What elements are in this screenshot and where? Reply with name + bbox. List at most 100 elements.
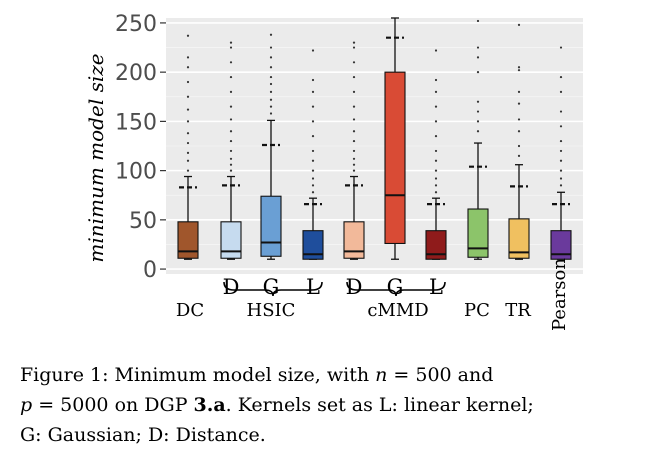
outlier-point bbox=[476, 130, 480, 133]
outlier-point bbox=[311, 135, 315, 138]
outlier-point bbox=[269, 82, 273, 86]
box-iqr bbox=[302, 230, 324, 260]
box-hsic-d bbox=[220, 41, 242, 260]
y-tick-label: 100 bbox=[115, 160, 157, 185]
box-hsic-l bbox=[302, 49, 324, 260]
outlier-point bbox=[434, 177, 438, 180]
outlier-point bbox=[229, 90, 233, 93]
outlier-point bbox=[517, 144, 521, 148]
outlier-point bbox=[311, 78, 315, 82]
outlier-point bbox=[229, 41, 233, 44]
outlier-point bbox=[352, 105, 356, 108]
outlier-point bbox=[186, 151, 190, 154]
outlier-point bbox=[559, 177, 563, 180]
outlier-point bbox=[434, 78, 438, 82]
outlier-point bbox=[311, 177, 315, 180]
outlier-point bbox=[476, 110, 480, 113]
outlier-point bbox=[269, 75, 273, 79]
outlier-point bbox=[517, 118, 521, 121]
outlier-point bbox=[434, 135, 438, 138]
outlier-point bbox=[434, 159, 438, 162]
outlier-point bbox=[269, 66, 273, 69]
outlier-point bbox=[517, 130, 521, 133]
outlier-point bbox=[311, 149, 315, 153]
caption-p-variable: p bbox=[20, 394, 33, 416]
outlier-point bbox=[186, 169, 190, 172]
box-iqr bbox=[343, 221, 365, 259]
outlier-point bbox=[311, 49, 315, 52]
outlier-point bbox=[229, 163, 233, 166]
group-label-tr: TR bbox=[505, 300, 531, 321]
outlier-point bbox=[476, 56, 480, 59]
outlier-point bbox=[186, 56, 190, 59]
outlier-point bbox=[559, 125, 563, 128]
kernel-label: L bbox=[306, 275, 320, 299]
caption-prefix: Figure 1: Minimum model size, with bbox=[20, 364, 376, 386]
kernel-label: G bbox=[263, 275, 280, 299]
box-iqr bbox=[384, 71, 406, 245]
outlier-point bbox=[352, 46, 356, 49]
caption-p-equation: = 5000 on DGP bbox=[32, 394, 194, 416]
box-iqr bbox=[220, 221, 242, 259]
outlier-point bbox=[517, 102, 521, 105]
outlier-point bbox=[517, 154, 521, 157]
y-tick-label: 250 bbox=[115, 12, 157, 37]
outlier-point bbox=[559, 149, 563, 153]
outlier-point bbox=[229, 169, 233, 172]
caption-dgp: 3.a bbox=[193, 394, 226, 416]
outlier-point bbox=[352, 75, 356, 79]
box-iqr bbox=[467, 208, 489, 258]
outlier-point bbox=[311, 120, 315, 123]
outlier-point bbox=[559, 90, 563, 93]
outlier-point bbox=[269, 46, 273, 49]
y-axis-label: minimum model size bbox=[84, 53, 108, 262]
caption-n-equation: = 500 and bbox=[387, 364, 494, 386]
box-dc bbox=[177, 34, 199, 260]
caption-line2: . Kernels set as L: linear kernel; bbox=[225, 394, 534, 416]
outlier-point bbox=[229, 61, 233, 64]
outlier-point bbox=[352, 118, 356, 121]
outlier-point bbox=[186, 108, 190, 111]
box-iqr bbox=[425, 230, 447, 260]
outlier-point bbox=[559, 110, 563, 113]
box-iqr bbox=[260, 195, 282, 257]
outlier-point bbox=[186, 141, 190, 145]
outlier-point bbox=[434, 105, 438, 108]
outlier-point bbox=[269, 33, 273, 36]
outlier-point bbox=[311, 184, 315, 187]
outlier-point bbox=[229, 118, 233, 121]
outlier-point bbox=[269, 98, 273, 101]
group-label-pearson: Pearson bbox=[549, 258, 570, 331]
outlier-point bbox=[229, 105, 233, 108]
outlier-point bbox=[186, 66, 190, 69]
outlier-point bbox=[229, 139, 233, 143]
outlier-point bbox=[311, 169, 315, 172]
box-cmmd-l bbox=[425, 49, 447, 260]
outlier-point bbox=[352, 41, 356, 44]
box-pc bbox=[467, 19, 489, 260]
outlier-point bbox=[517, 66, 521, 69]
outlier-point bbox=[186, 132, 190, 135]
y-tick-label: 200 bbox=[115, 61, 157, 86]
outlier-point bbox=[229, 149, 233, 153]
box-pearson bbox=[550, 46, 572, 260]
outlier-point bbox=[434, 120, 438, 123]
outlier-point bbox=[352, 157, 356, 160]
kernel-label: D bbox=[346, 275, 363, 299]
outlier-point bbox=[434, 49, 438, 52]
outlier-point bbox=[269, 56, 273, 59]
outlier-point bbox=[269, 90, 273, 93]
y-tick-label: 150 bbox=[115, 110, 157, 135]
figure-caption: Figure 1: Minimum model size, with n = 5… bbox=[20, 360, 640, 450]
group-label-pc: PC bbox=[464, 300, 490, 321]
outlier-point bbox=[352, 130, 356, 133]
outlier-point bbox=[517, 69, 521, 72]
outlier-point bbox=[476, 100, 480, 103]
outlier-point bbox=[476, 46, 480, 49]
outlier-point bbox=[476, 71, 480, 74]
outlier-point bbox=[352, 149, 356, 153]
outlier-point bbox=[559, 169, 563, 172]
box-iqr bbox=[550, 230, 572, 260]
outlier-point bbox=[311, 191, 315, 194]
